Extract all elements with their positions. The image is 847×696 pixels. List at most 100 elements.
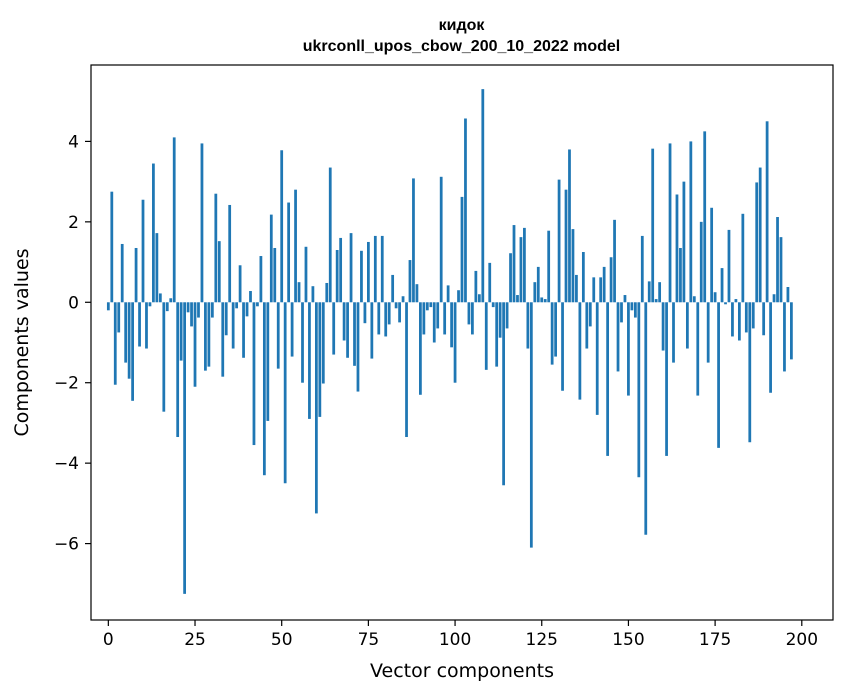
bar-99 [450, 302, 453, 348]
bar-109 [484, 302, 488, 370]
bar-8 [134, 247, 138, 303]
bar-83 [394, 302, 398, 309]
bar-65 [332, 302, 336, 355]
bar-114 [502, 302, 505, 486]
bar-16 [162, 302, 166, 412]
bar-21 [179, 302, 183, 361]
bar-73 [360, 250, 363, 303]
bar-37 [235, 302, 239, 309]
bar-166 [682, 181, 686, 303]
bar-153 [637, 302, 641, 478]
bar-96 [439, 176, 443, 303]
bar-157 [651, 148, 655, 303]
bar-9 [138, 302, 141, 347]
bar-35 [228, 204, 232, 303]
bar-104 [467, 302, 471, 325]
bar-123 [533, 282, 537, 303]
x-tick-label-0: 0 [103, 630, 114, 650]
bar-90 [419, 302, 422, 395]
chart-title: кидок [439, 17, 486, 34]
bar-18 [169, 298, 173, 303]
x-axis-label: Vector components [370, 660, 554, 682]
bar-45 [262, 302, 266, 476]
bar-61 [318, 302, 322, 417]
bar-93 [429, 302, 433, 308]
bar-series [106, 89, 793, 594]
bar-30 [210, 302, 214, 318]
x-axis-ticks: 0 25 50 75 100 125 150 175 200 [103, 620, 818, 650]
bar-154 [640, 235, 644, 303]
y-tick-label-4: 4 [68, 132, 79, 152]
bar-23 [186, 302, 190, 313]
bar-112 [495, 302, 499, 367]
bar-129 [554, 302, 557, 357]
bar-49 [276, 302, 280, 369]
bar-15 [158, 293, 162, 303]
x-tick-label-175: 175 [699, 630, 731, 650]
bar-76 [370, 302, 374, 359]
bar-40 [245, 302, 249, 317]
bar-107 [477, 294, 481, 303]
bar-163 [672, 302, 675, 363]
bar-120 [523, 227, 526, 303]
bar-181 [734, 299, 738, 303]
bar-79 [380, 235, 384, 303]
bar-169 [692, 296, 696, 303]
bar-146 [613, 219, 616, 303]
bar-48 [273, 247, 277, 303]
bar-159 [658, 282, 662, 303]
bar-142 [599, 277, 603, 303]
bar-188 [758, 167, 762, 303]
bar-95 [436, 302, 440, 329]
x-tick-label-125: 125 [526, 630, 558, 650]
bar-192 [772, 294, 776, 303]
bar-53 [290, 302, 294, 357]
bar-150 [627, 302, 630, 396]
bar-179 [727, 229, 731, 303]
bar-190 [765, 121, 769, 303]
bar-80 [384, 302, 388, 337]
bar-135 [575, 274, 578, 303]
x-tick-label-150: 150 [612, 630, 644, 650]
bar-113 [498, 302, 502, 338]
bar-175 [713, 292, 717, 303]
bar-122 [529, 302, 533, 548]
bar-118 [516, 295, 519, 303]
bar-46 [266, 302, 270, 421]
bar-125 [540, 297, 544, 303]
bar-149 [623, 295, 627, 303]
bar-32 [217, 241, 221, 303]
bar-89 [415, 284, 419, 303]
bar-185 [748, 302, 752, 443]
bar-82 [391, 274, 395, 303]
bar-103 [464, 118, 467, 303]
bar-126 [543, 299, 547, 303]
bar-43 [256, 302, 259, 307]
bar-101 [457, 290, 460, 303]
bar-51 [283, 302, 287, 484]
bar-11 [145, 302, 148, 349]
bar-44 [259, 256, 263, 303]
bar-177 [720, 268, 724, 303]
bar-183 [741, 213, 745, 303]
y-tick-label-0: 0 [68, 293, 79, 313]
bar-68 [342, 302, 346, 341]
bar-13 [152, 163, 155, 303]
x-tick-label-100: 100 [439, 630, 471, 650]
bar-85 [401, 296, 405, 303]
bar-176 [717, 302, 720, 448]
bar-72 [356, 302, 360, 392]
bar-60 [314, 302, 318, 514]
bar-59 [311, 286, 315, 303]
bar-155 [644, 302, 648, 535]
bar-143 [602, 266, 606, 303]
x-tick-label-75: 75 [358, 630, 380, 650]
bar-26 [197, 302, 200, 318]
y-tick-label--4: −4 [54, 454, 79, 474]
bar-165 [679, 247, 682, 303]
x-tick-label-25: 25 [184, 630, 206, 650]
bar-130 [557, 179, 561, 303]
bar-1 [110, 191, 114, 303]
bar-106 [474, 270, 478, 303]
